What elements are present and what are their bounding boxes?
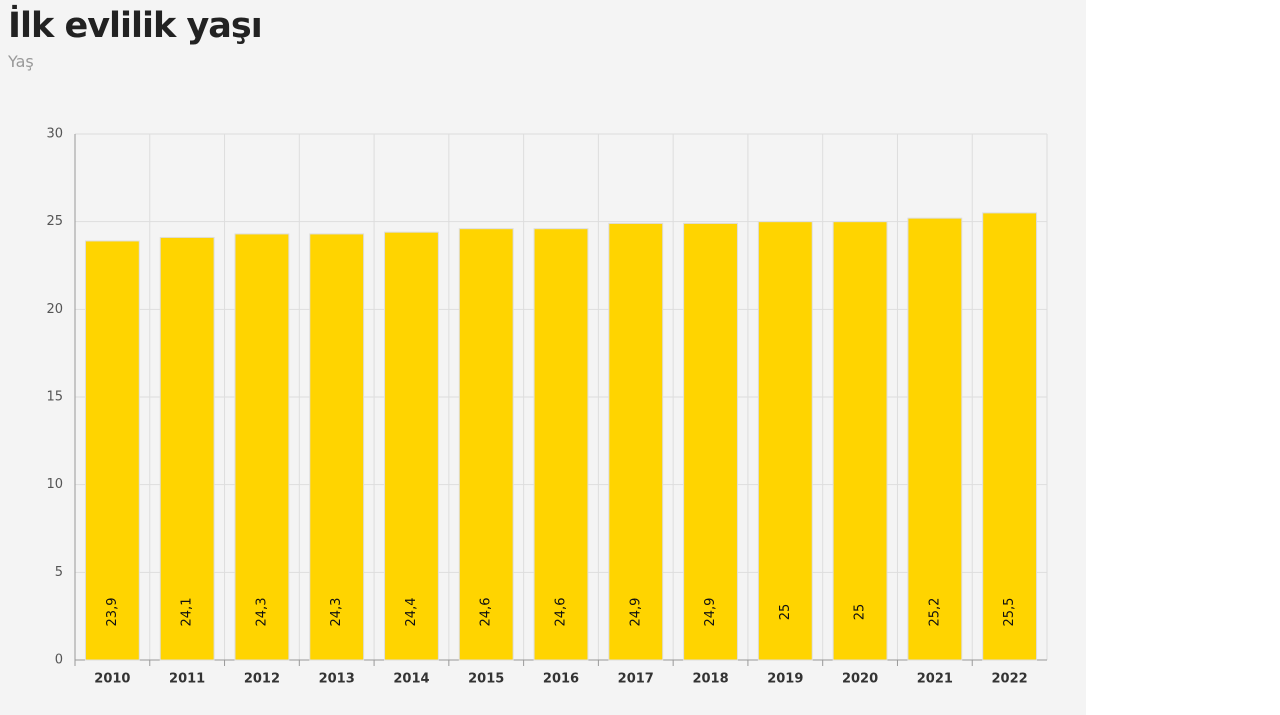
value-label: 24,9 [703, 598, 718, 627]
y-tick-label: 10 [46, 477, 63, 492]
chart-panel: İlk evlilik yaşı Yaş 0 5 10 15 20 25 30 2010 23,… [0, 0, 1086, 715]
bar [907, 217, 963, 661]
x-tick-label: 2011 [169, 672, 205, 687]
chart-title: İlk evlilik yaşı [8, 6, 263, 46]
value-label: 25,2 [927, 598, 942, 627]
value-label: 23,9 [105, 598, 120, 627]
bar [757, 221, 813, 661]
x-tick-label: 2018 [692, 672, 728, 687]
value-label: 25 [853, 604, 868, 621]
bar [458, 228, 514, 661]
value-label: 24,1 [180, 598, 195, 627]
value-label: 24,3 [254, 598, 269, 627]
x-tick-label: 2015 [468, 672, 504, 687]
bar [384, 231, 439, 661]
bar [832, 221, 888, 661]
bar [309, 233, 365, 661]
x-tick-label: 2010 [94, 672, 130, 687]
value-label: 24,6 [479, 598, 494, 627]
x-tick-label: 2017 [618, 672, 654, 687]
y-tick-label: 20 [46, 302, 63, 317]
bar [533, 228, 589, 661]
x-tick-label: 2020 [842, 672, 878, 687]
value-label: 25,5 [1002, 598, 1017, 627]
bar [159, 236, 215, 661]
bar [683, 222, 738, 661]
y-tick-label: 0 [55, 653, 63, 668]
y-tick-label: 5 [55, 565, 63, 580]
value-label: 24,9 [628, 598, 643, 627]
y-tick-label: 15 [46, 390, 63, 405]
value-label: 24,6 [554, 598, 569, 627]
chart: 0 5 10 15 20 25 30 2010 23,9 2011 24,1 2012 24,3 2013… [46, 127, 1048, 687]
x-tick-label: 2022 [992, 672, 1028, 687]
bar [84, 240, 140, 661]
value-label: 24,4 [404, 598, 419, 627]
x-tick-label: 2013 [319, 672, 355, 687]
x-tick-label: 2012 [244, 672, 280, 687]
x-tick-label: 2019 [767, 672, 803, 687]
bar [982, 212, 1038, 661]
x-tick-label: 2016 [543, 672, 579, 687]
y-tick-label: 25 [46, 214, 63, 229]
x-tick-label: 2021 [917, 672, 953, 687]
bar [608, 222, 664, 661]
x-tick-label: 2014 [393, 672, 429, 687]
bar [234, 233, 290, 661]
value-label: 24,3 [329, 598, 344, 627]
chart-subtitle: Yaş [8, 52, 34, 71]
y-tick-label: 30 [46, 127, 63, 142]
value-label: 25 [778, 604, 793, 621]
